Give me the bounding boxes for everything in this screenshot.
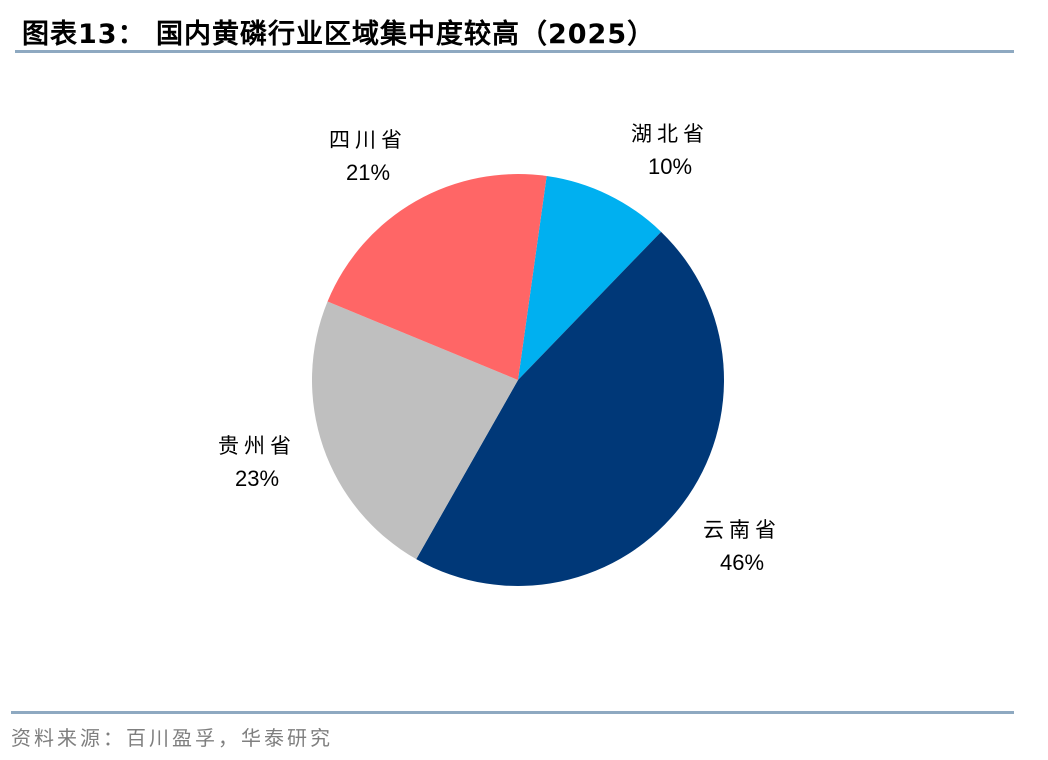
label-sichuan-pct: 21% bbox=[345, 160, 391, 185]
chart-title: 图表13： 国内黄磷行业区域集中度较高（2025） bbox=[22, 19, 656, 50]
label-sichuan-name: 四川省 bbox=[329, 128, 407, 152]
label-hubei-pct: 10% bbox=[647, 154, 693, 179]
label-guizhou: 贵州省 23% bbox=[197, 430, 317, 492]
label-guizhou-pct: 23% bbox=[234, 466, 280, 491]
label-hubei: 湖北省 10% bbox=[610, 118, 730, 180]
label-yunnan-pct: 46% bbox=[719, 550, 765, 575]
pie-slice-3 bbox=[312, 301, 518, 560]
label-yunnan-name: 云南省 bbox=[703, 518, 781, 542]
label-hubei-name: 湖北省 bbox=[631, 122, 709, 146]
pie-slice-4 bbox=[327, 174, 547, 380]
pie-slice-2 bbox=[416, 231, 724, 587]
label-guizhou-name: 贵州省 bbox=[218, 434, 296, 458]
pie-slice-1 bbox=[518, 176, 662, 380]
source-note: 资料来源：百川盈孚，华泰研究 bbox=[11, 726, 333, 750]
label-yunnan: 云南省 46% bbox=[682, 514, 802, 576]
title-divider bbox=[15, 50, 1014, 53]
label-sichuan: 四川省 21% bbox=[308, 124, 428, 186]
pie-slices bbox=[312, 174, 724, 587]
footer-divider bbox=[11, 711, 1014, 714]
